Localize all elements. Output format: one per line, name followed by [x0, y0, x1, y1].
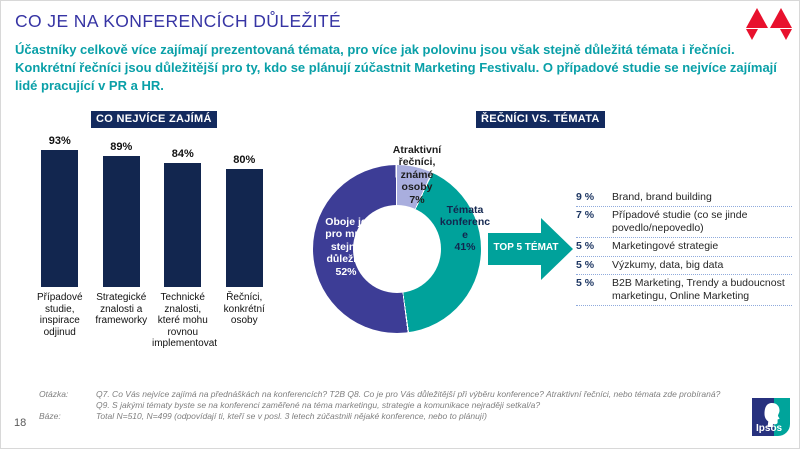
bar-column: 93% — [29, 135, 91, 287]
bar — [225, 169, 263, 287]
bar-column: 89% — [91, 141, 153, 287]
bar-value-label: 84% — [171, 148, 194, 160]
top5-arrow-title: TOP 5 TÉMAT — [493, 242, 559, 253]
topic-percent: 9 % — [576, 191, 595, 203]
bar-chart-category-axis: Případové studie, inspirace odjinud Stra… — [29, 292, 275, 350]
bar-category-label: Technické znalosti, které mohu rovnou im… — [152, 292, 218, 349]
topic-percent: 7 % — [576, 209, 595, 222]
ipsos-wordmark: Ipsos — [756, 423, 783, 434]
list-item: 5 % B2B Marketing, Trendy a budoucnost m… — [576, 275, 792, 306]
donut-segment-label-both: Oboje je pro mne stejně důležité 52% — [316, 216, 376, 278]
bar-value-label: 89% — [110, 141, 133, 153]
topic-label: Brand, brand building — [612, 191, 712, 203]
segment-label-text: Témata konference — [439, 204, 491, 241]
topic-label: Případové studie (co se jinde povedlo/ne… — [612, 209, 748, 235]
footnote-label — [39, 400, 96, 411]
footnote-text: Q9. S jakými tématy byste se na konferen… — [96, 400, 541, 411]
page-number: 18 — [14, 417, 27, 429]
slide-subtitle: Účastníky celkově více zajímají prezento… — [15, 42, 777, 93]
slide-title: CO JE NA KONFERENCÍCH DŮLEŽITÉ — [15, 11, 342, 31]
marketing-festival-logo-icon — [745, 7, 793, 48]
segment-label-text: Atraktivní řečníci, známé osoby — [392, 144, 442, 194]
list-item: 5 % Výzkumy, data, big data — [576, 257, 792, 275]
bar-value-label: 93% — [48, 135, 71, 147]
footnote-row: Otázka: Q7. Co Vás nejvíce zajímá na pře… — [39, 389, 744, 400]
list-item: 9 % Brand, brand building — [576, 189, 792, 208]
topic-label: Výzkumy, data, big data — [612, 258, 724, 271]
bar — [41, 150, 79, 287]
footnote-label: Báze: — [39, 411, 61, 422]
bar-category-label: Případové studie, inspirace odjinud — [36, 292, 83, 338]
footnote-text: Q7. Co Vás nejvíce zajímá na přednáškách… — [96, 389, 721, 399]
bar-category-label: Strategické znalosti a frameworky — [95, 292, 148, 326]
topic-label: Marketingové strategie — [612, 240, 719, 253]
ipsos-logo: Ipsos — [752, 398, 790, 436]
segment-pct: 41% — [454, 241, 476, 254]
bar-column: 80% — [214, 154, 276, 287]
bar-chart: 93% 89% 84% 80% — [29, 135, 275, 287]
bar-column: 84% — [152, 148, 214, 287]
bar — [102, 156, 140, 287]
footnote-label: Otázka: — [39, 389, 69, 399]
bar-chart-header: CO NEJVÍCE ZAJÍMÁ — [91, 111, 217, 128]
segment-pct: 7% — [409, 193, 425, 206]
topic-percent: 5 % — [576, 258, 595, 271]
footnote-row: Q9. S jakými tématy byste se na konferen… — [39, 400, 744, 411]
ipsos-face-icon — [764, 403, 780, 427]
top5-topics-list: 9 % Brand, brand building 7 % Případové … — [576, 189, 792, 306]
donut-chart — [313, 165, 481, 333]
top5-arrow-icon — [488, 216, 574, 287]
footnote-block: Otázka: Q7. Co Vás nejvíce zajímá na pře… — [39, 389, 744, 423]
donut-hole — [353, 205, 441, 293]
list-item: 7 % Případové studie (co se jinde povedl… — [576, 207, 792, 239]
topic-label: B2B Marketing, Trendy a budoucnost marke… — [612, 276, 785, 302]
list-item: 5 % Marketingové strategie — [576, 238, 792, 257]
segment-label-text: Oboje je pro mne stejně důležité — [325, 216, 367, 266]
bar-category-label: Řečníci, konkrétní osoby — [223, 292, 265, 326]
footnote-text: Total N=510, N=499 (odpovídají ti, kteří… — [96, 411, 487, 422]
topic-percent: 5 % — [576, 276, 595, 289]
segment-pct: 52% — [335, 265, 357, 278]
bar — [164, 163, 202, 287]
donut-chart-header: ŘEČNÍCI VS. TÉMATA — [476, 111, 605, 128]
topic-percent: 5 % — [576, 240, 595, 253]
donut-segment-label-speakers: Atraktivní řečníci, známé osoby 7% — [387, 144, 447, 206]
donut-segment-label-topics: Témata konference 41% — [437, 204, 493, 254]
footnote-row: Báze: Total N=510, N=499 (odpovídají ti,… — [39, 411, 744, 422]
bar-value-label: 80% — [233, 154, 256, 166]
